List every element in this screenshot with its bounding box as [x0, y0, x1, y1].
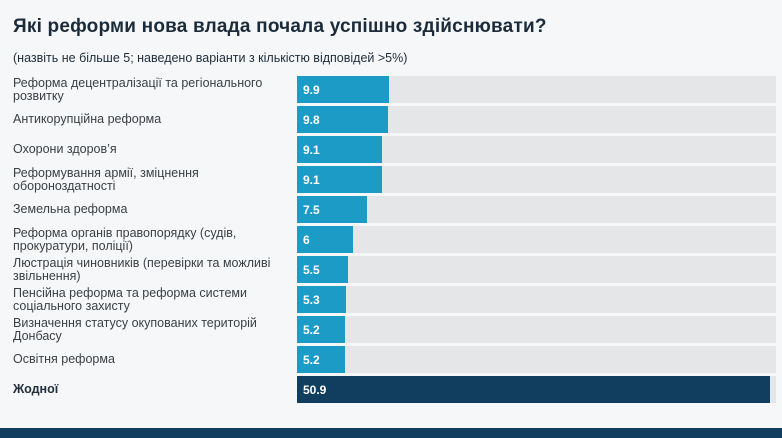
chart-title: Які реформи нова влада почала успішно зд… [13, 16, 547, 37]
value-label: 5.3 [303, 292, 320, 307]
bar-track: 5.2 [297, 316, 776, 343]
category-label: Реформа децентралізації та регіонального… [13, 75, 263, 103]
bar: 5.2 [297, 316, 346, 343]
value-label: 5.2 [303, 352, 320, 367]
value-label: 9.1 [303, 142, 320, 157]
chart-row: Жодної 50.9 [0, 376, 782, 403]
footer-bar [0, 428, 782, 438]
category-label: Жодної [13, 382, 59, 396]
bar: 9.1 [297, 136, 382, 163]
bar-track: 5.3 [297, 286, 776, 313]
category-label: Реформування армії, зміцнення оборонозда… [13, 165, 199, 193]
bar-track: 6 [297, 226, 776, 253]
chart-row: Пенсійна реформа та реформа системи соці… [0, 286, 782, 313]
value-label: 7.5 [303, 202, 320, 217]
chart-row: Освітня реформа 5.2 [0, 346, 782, 373]
bar: 9.1 [297, 166, 382, 193]
bar-track: 9.8 [297, 106, 776, 133]
bar: 5.5 [297, 256, 349, 283]
category-label: Охорони здоров’я [13, 142, 117, 156]
category-label: Пенсійна реформа та реформа системи соці… [13, 285, 248, 313]
value-label: 9.8 [303, 112, 320, 127]
chart-row: Земельна реформа 7.5 [0, 196, 782, 223]
category-label: Земельна реформа [13, 202, 128, 216]
value-label: 50.9 [303, 382, 327, 397]
bar-track: 5.2 [297, 346, 776, 373]
bar-track: 50.9 [297, 376, 776, 403]
chart-row: Реформа органів правопорядку (судів, про… [0, 226, 782, 253]
chart-row: Охорони здоров’я 9.1 [0, 136, 782, 163]
chart-rows: Реформа децентралізації та регіонального… [0, 76, 782, 403]
bar: 50.9 [297, 376, 771, 403]
chart-row: Антикорупційна реформа 9.8 [0, 106, 782, 133]
bar: 9.8 [297, 106, 389, 133]
chart-row: Реформування армії, зміцнення оборонозда… [0, 166, 782, 193]
category-label: Реформа органів правопорядку (судів, про… [13, 225, 237, 253]
category-label: Люстрація чиновників (перевірки та можли… [13, 255, 271, 283]
bar-track: 9.1 [297, 166, 776, 193]
bar: 9.9 [297, 76, 390, 103]
value-label: 5.2 [303, 322, 320, 337]
bar-track: 5.5 [297, 256, 776, 283]
chart-row: Люстрація чиновників (перевірки та можли… [0, 256, 782, 283]
value-label: 5.5 [303, 262, 320, 277]
bar: 6 [297, 226, 353, 253]
chart-row: Визначення статусу окупованих територій … [0, 316, 782, 343]
bar-track: 7.5 [297, 196, 776, 223]
bar: 7.5 [297, 196, 367, 223]
value-label: 6 [303, 232, 310, 247]
category-label: Антикорупційна реформа [13, 112, 162, 126]
bar: 5.3 [297, 286, 347, 313]
chart-row: Реформа децентралізації та регіонального… [0, 76, 782, 103]
category-label: Визначення статусу окупованих територій … [13, 315, 257, 343]
value-label: 9.1 [303, 172, 320, 187]
chart-subtitle: (назвіть не більше 5; наведено варіанти … [13, 51, 408, 65]
bar-track: 9.1 [297, 136, 776, 163]
value-label: 9.9 [303, 82, 320, 97]
bar-track: 9.9 [297, 76, 776, 103]
category-label: Освітня реформа [13, 352, 115, 366]
bar: 5.2 [297, 346, 346, 373]
